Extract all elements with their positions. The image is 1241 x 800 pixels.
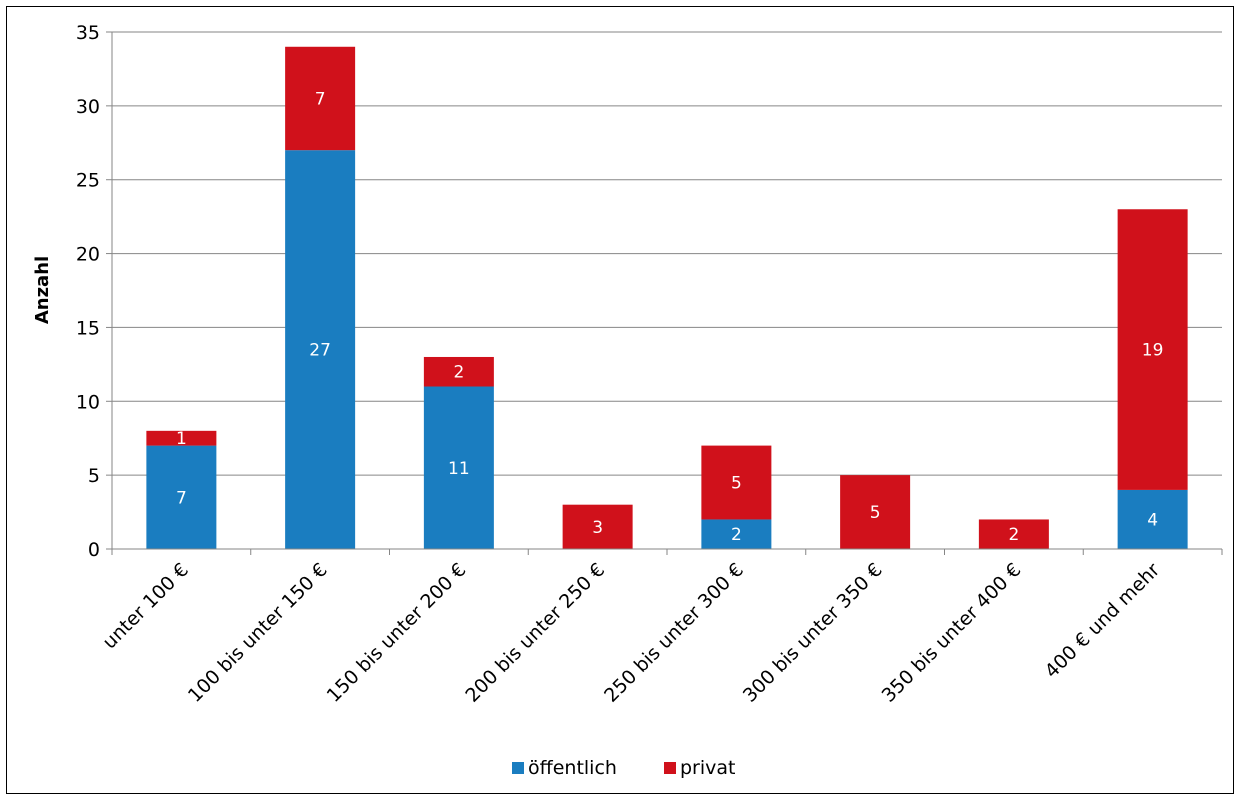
chart-frame — [6, 6, 1234, 794]
y-tick-label: 30 — [76, 96, 100, 118]
bar-oeffentlich — [1117, 489, 1188, 549]
bar-oeffentlich — [285, 150, 356, 549]
bar-privat — [701, 445, 772, 520]
data-label: 2 — [453, 363, 464, 383]
bars — [146, 46, 1188, 549]
y-tick-label: 5 — [88, 465, 100, 487]
data-label: 3 — [592, 518, 603, 538]
data-label: 11 — [448, 459, 470, 479]
x-tick-label: 100 bis unter 150 € — [184, 559, 332, 707]
data-labels: 7 1 27 7 11 2 3 2 5 5 2 4 19 — [176, 89, 1163, 545]
x-tick-label: 250 bis unter 300 € — [600, 559, 748, 707]
bar-oeffentlich — [146, 445, 217, 549]
x-tick-label: 150 bis unter 200 € — [323, 559, 471, 707]
data-label: 5 — [870, 503, 881, 523]
data-label: 2 — [1008, 525, 1019, 545]
legend-label-oeffentlich: öffentlich — [528, 757, 617, 779]
bar-privat — [285, 46, 356, 151]
bar-privat — [840, 475, 911, 549]
legend: öffentlich privat — [512, 757, 736, 779]
y-tick-label: 35 — [76, 22, 100, 44]
bar-oeffentlich — [423, 386, 494, 549]
y-tick-label: 15 — [76, 317, 100, 339]
x-tick-label: 200 bis unter 250 € — [461, 559, 609, 707]
bar-privat — [1117, 209, 1188, 490]
x-tick-label: 350 bis unter 400 € — [878, 559, 1026, 707]
x-tick-label: 300 bis unter 350 € — [739, 559, 887, 707]
data-label: 1 — [176, 429, 187, 449]
y-tick-label: 10 — [76, 391, 100, 413]
y-tick-label: 0 — [88, 539, 100, 561]
y-axis-title: Anzahl — [32, 256, 53, 324]
gridlines — [112, 31, 1222, 476]
bar-privat — [146, 430, 217, 446]
legend-label-privat: privat — [680, 757, 736, 779]
data-label: 19 — [1142, 341, 1164, 361]
x-tick-label: unter 100 € — [99, 559, 193, 653]
data-label: 7 — [315, 89, 326, 109]
bar-oeffentlich — [701, 519, 772, 549]
legend-swatch-privat — [664, 762, 676, 774]
data-label: 4 — [1147, 510, 1158, 530]
data-label: 7 — [176, 488, 187, 508]
data-label: 27 — [309, 341, 331, 361]
data-label: 2 — [731, 525, 742, 545]
legend-swatch-oeffentlich — [512, 762, 524, 774]
bar-privat — [562, 504, 633, 549]
y-tick-label: 20 — [76, 244, 100, 266]
y-tick-label: 25 — [76, 170, 100, 192]
bar-privat — [978, 519, 1049, 549]
data-label: 5 — [731, 474, 742, 494]
x-tick-label: 400 € und mehr — [1041, 559, 1165, 683]
bar-privat — [423, 356, 494, 387]
